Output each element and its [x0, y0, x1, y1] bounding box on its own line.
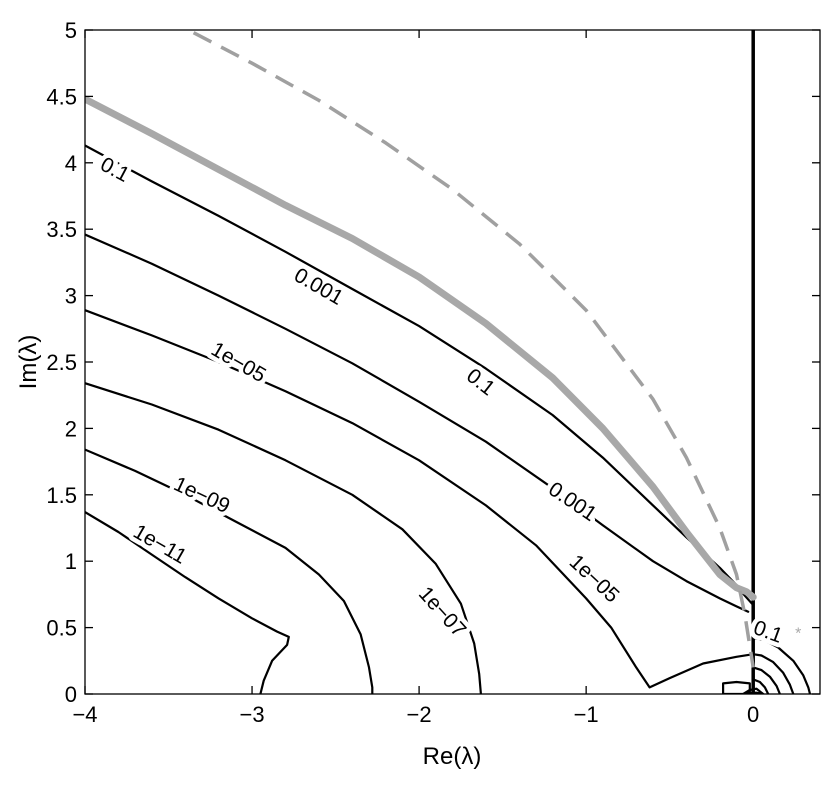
- contour-line-7: [752, 653, 795, 694]
- y-tick-label: 1.5: [46, 483, 77, 508]
- contour-label-4: 0.001: [544, 478, 600, 526]
- contour-line-9: [752, 678, 770, 694]
- x-tick-label: −2: [407, 702, 432, 727]
- x-tick-label: −4: [72, 702, 97, 727]
- y-tick-label: 0.5: [46, 616, 77, 641]
- contour-line-0: [85, 144, 755, 607]
- contour-label-5: 1e−09: [170, 472, 233, 518]
- contour-line-4: [85, 448, 374, 694]
- contour-label-9: 0.1: [750, 616, 785, 648]
- contour-label-0: 0.1: [97, 153, 134, 187]
- contour-line-1: [85, 233, 750, 613]
- contour-line-10: [721, 680, 751, 694]
- contour-label-3: 0.1: [462, 364, 499, 400]
- x-tick-label: −1: [574, 702, 599, 727]
- x-tick-label: 0: [747, 702, 759, 727]
- y-tick-label: 4.5: [46, 84, 77, 109]
- y-tick-label: 0: [65, 682, 77, 707]
- contour-line-2: [85, 309, 755, 689]
- contour-label-8: 1e−07: [414, 582, 471, 641]
- contour-line-5: [85, 510, 290, 694]
- contour-label-6: 1e−05: [565, 550, 624, 607]
- contour-line-3: [85, 382, 482, 694]
- y-tick-label: 2: [65, 416, 77, 441]
- y-tick-label: 3.5: [46, 217, 77, 242]
- axes: −4 −3 −2 −1 0 0 0.5 1 1.5 2 2.5 3 3.5 4 4.5 5: [46, 18, 821, 727]
- x-tick-label: −3: [239, 702, 264, 727]
- contour-line-8: [752, 666, 782, 694]
- y-tick-label: 5: [65, 18, 77, 43]
- gray-dashed-curve: [192, 31, 755, 668]
- gray-thick-curve: [85, 95, 757, 601]
- y-tick-label: 3: [65, 284, 77, 309]
- contour-line-11: [742, 687, 765, 694]
- y-tick-label: 2.5: [46, 350, 77, 375]
- contour-label-2: 1e−05: [207, 338, 270, 387]
- y-tick-label: 1: [65, 549, 77, 574]
- contour-line-6: [752, 637, 812, 694]
- y-axis-label: Im(λ): [15, 335, 42, 390]
- x-axis-label: Re(λ): [423, 743, 482, 770]
- y-tick-label: 4: [65, 151, 77, 176]
- asterisk-marker: *: [795, 626, 801, 643]
